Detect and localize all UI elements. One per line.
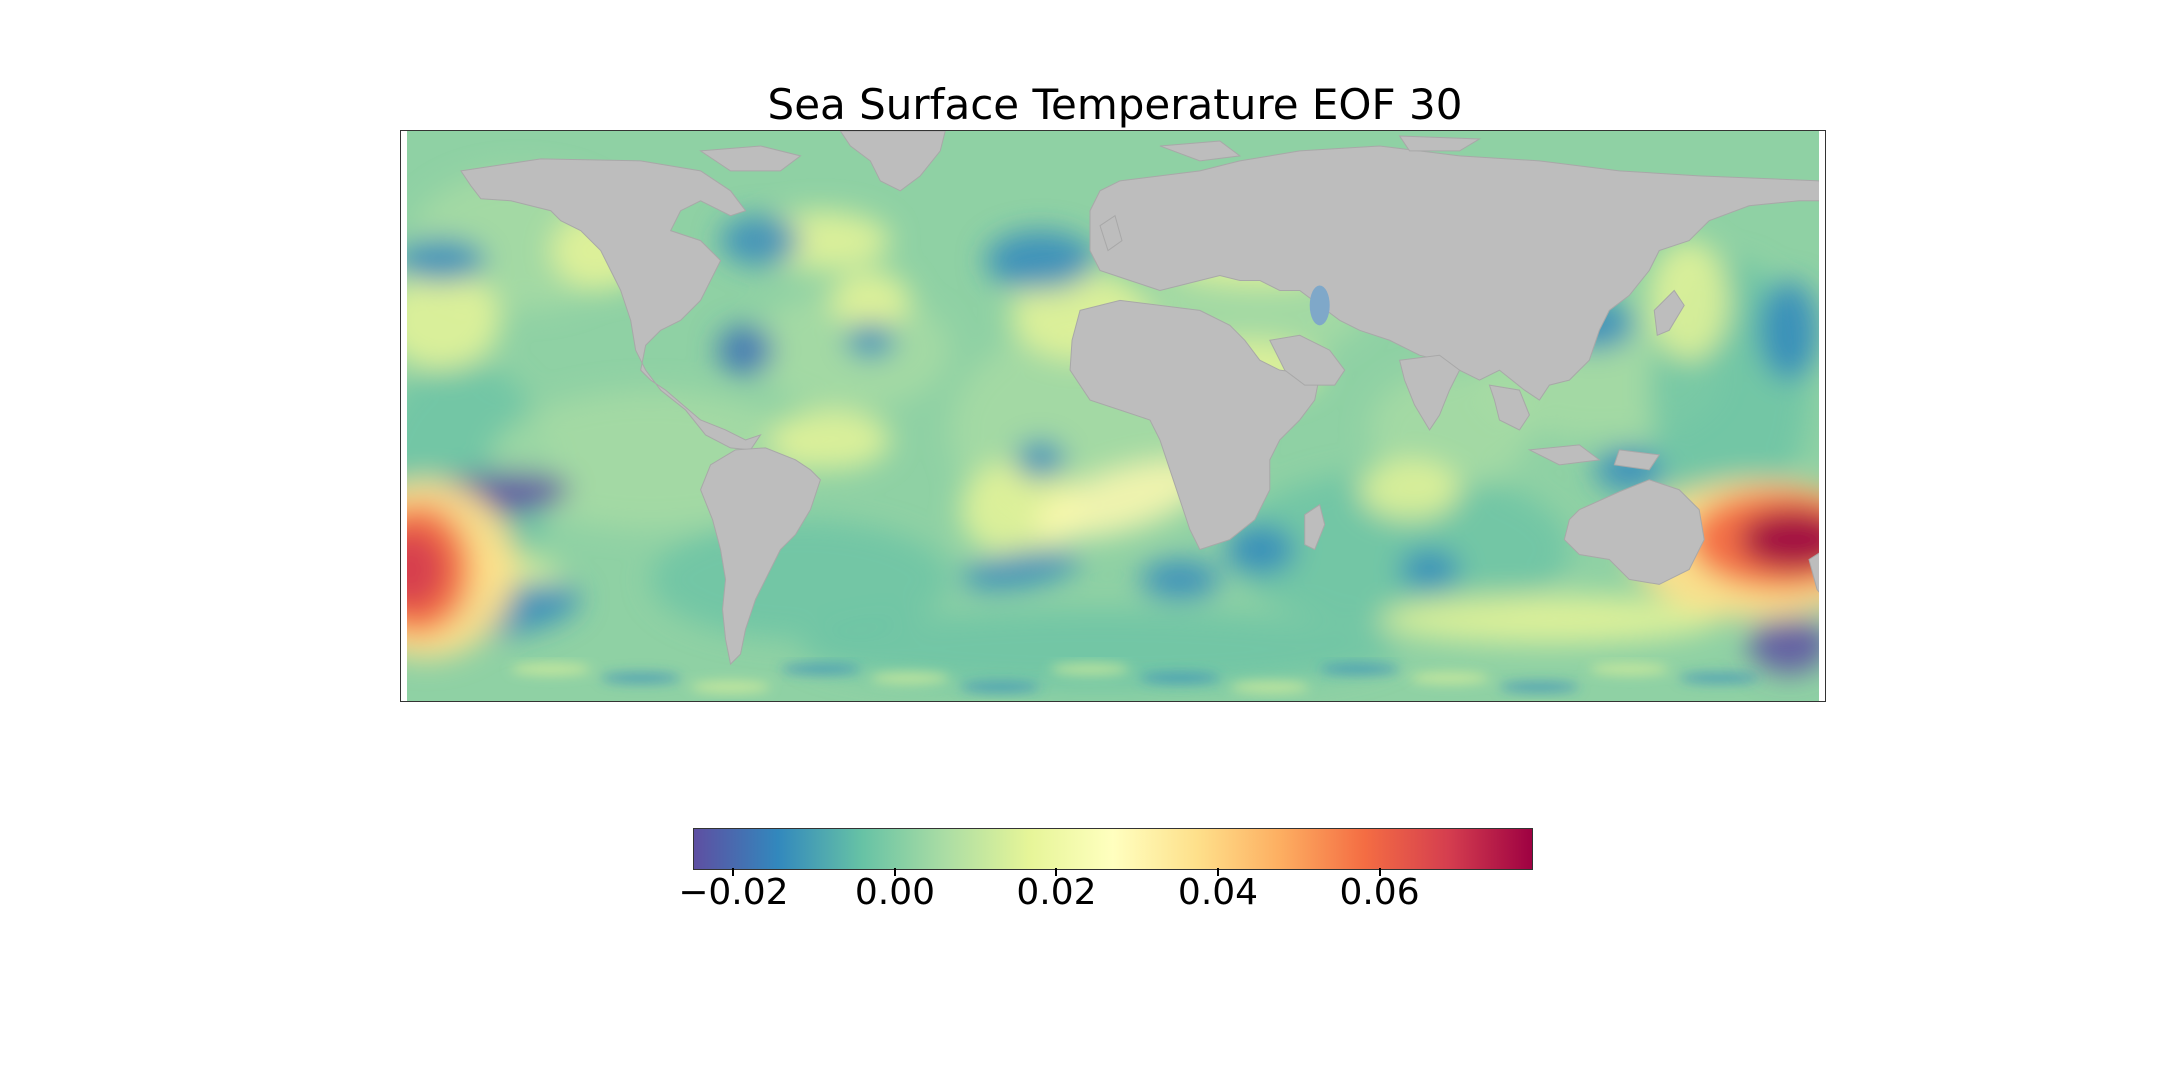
anomaly-patch	[510, 663, 591, 676]
anomaly-patch	[961, 548, 1080, 590]
land-polygon	[1653, 289, 1685, 336]
anomaly-patch	[717, 325, 774, 376]
land-polygon	[1613, 449, 1661, 471]
map-title: Sea Surface Temperature EOF 30	[767, 80, 1463, 129]
anomaly-patch	[985, 230, 1096, 291]
colorbar	[693, 828, 1533, 870]
land-polygon	[839, 131, 946, 192]
anomaly-patch	[845, 322, 896, 359]
anomaly-patch	[1034, 460, 1206, 540]
anomaly-patch	[1759, 280, 1820, 381]
sst-eof-map	[406, 131, 1820, 701]
anomaly-patch	[1739, 509, 1820, 570]
anomaly-patch	[1139, 559, 1220, 600]
colorbar-tick	[1217, 868, 1219, 876]
land-polygon	[1398, 354, 1461, 431]
land-polygon	[1269, 334, 1346, 386]
anomaly-patch	[1409, 672, 1490, 685]
land-polygon	[460, 158, 762, 451]
land-polygon	[700, 447, 821, 666]
colorbar-tick-label: 0.00	[854, 872, 935, 913]
anomaly-patch	[770, 410, 891, 470]
colorbar-tick-label: 0.02	[1016, 872, 1097, 913]
map-panel	[400, 130, 1826, 702]
land-polygon	[1808, 552, 1820, 593]
anomaly-patch	[830, 270, 911, 331]
anomaly-patch	[1050, 663, 1130, 676]
anomaly-patch	[406, 238, 486, 283]
land-polygon	[1398, 135, 1482, 152]
anomaly-patch	[1589, 663, 1670, 676]
anomaly-patch	[1139, 672, 1220, 685]
anomaly-patch	[406, 270, 501, 371]
anomaly-patch	[1015, 439, 1066, 480]
anomaly-patch	[800, 609, 1400, 690]
anomaly-patch	[1359, 459, 1460, 520]
anomaly-patch	[1749, 614, 1820, 675]
land-mask	[460, 131, 1820, 666]
anomaly-patch	[780, 663, 861, 676]
anomaly-patch	[600, 672, 681, 685]
anomaly-patch	[960, 681, 1041, 694]
anomaly-patch	[720, 215, 801, 266]
colorbar-tick-label: 0.06	[1339, 872, 1420, 913]
anomaly-patch	[406, 529, 446, 610]
colorbar-tick	[1378, 868, 1381, 876]
anomaly-patch	[690, 681, 771, 694]
anomaly-patch	[1399, 549, 1460, 590]
anomaly-patch	[1679, 672, 1760, 685]
land-polygon	[1563, 479, 1705, 585]
anomaly-patch	[1649, 240, 1730, 361]
inland-sea	[1309, 285, 1330, 326]
anomaly-patch	[870, 672, 951, 685]
colorbar-tick-label: −0.02	[678, 872, 789, 913]
colorbar-tick	[1055, 868, 1058, 876]
land-polygon	[1304, 503, 1326, 551]
anomaly-patch	[1499, 681, 1580, 694]
anomaly-patch	[1379, 594, 1720, 645]
anomaly-patch	[1224, 524, 1295, 575]
land-polygon	[1089, 145, 1820, 401]
land-polygon	[699, 145, 802, 172]
colorbar-tick	[732, 868, 735, 876]
colorbar-tick-label: 0.04	[1177, 872, 1259, 913]
colorbar-tick	[893, 868, 896, 876]
land-polygon	[1069, 299, 1321, 551]
anomaly-patch	[1229, 681, 1310, 694]
anomaly-patch	[1319, 663, 1400, 676]
land-polygon	[1159, 140, 1242, 162]
land-polygon	[1488, 384, 1530, 431]
land-polygon	[1099, 214, 1123, 252]
land-polygon	[1527, 444, 1601, 466]
